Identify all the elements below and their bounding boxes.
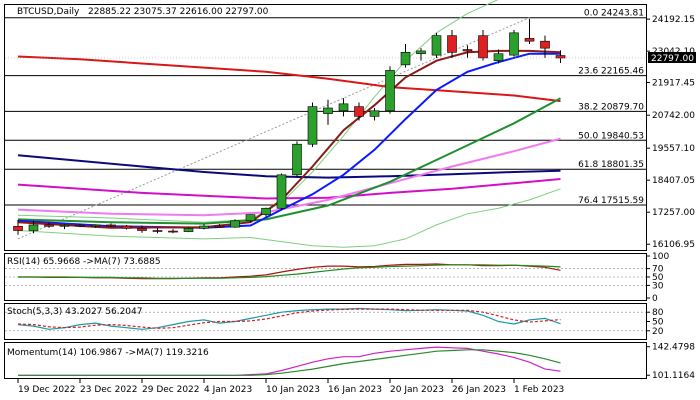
last-price-label: 22797.00 xyxy=(651,54,694,64)
bullish-candle xyxy=(261,207,271,215)
price-ytick-label: 19557.10 xyxy=(652,144,695,154)
fib-level-label: 23.6 22165.46 xyxy=(578,67,644,77)
bearish-candle xyxy=(540,40,550,49)
fib-level-label: 0.0 24243.81 xyxy=(584,9,644,19)
bullish-candle xyxy=(385,70,395,112)
rsi-ytick-label: 100 xyxy=(652,252,669,262)
rsi-title: RSI(14) 65.9668 ->MA(7) 73.6885 xyxy=(7,257,161,267)
momentum-panel: 142.4798 101.1164 xyxy=(18,343,695,381)
bullish-candle xyxy=(28,224,39,231)
bullish-candle xyxy=(509,32,519,56)
momentum-ytick-label: 101.1164 xyxy=(652,371,695,381)
envelope-band-line xyxy=(17,188,561,248)
bullish-candle xyxy=(90,224,101,227)
rsi-series-line xyxy=(18,264,561,279)
rsi-ytick-label: 50 xyxy=(652,273,664,283)
fib-trendline xyxy=(17,17,530,240)
momentum-panel-frame xyxy=(4,342,647,379)
price-ytick-label: 17257.00 xyxy=(652,208,695,218)
x-tick-label: 1 Feb 2023 xyxy=(514,385,564,395)
price-ytick-label: 21917.45 xyxy=(652,78,695,88)
x-tick-label: 16 Jan 2023 xyxy=(328,385,382,395)
bullish-candle xyxy=(400,52,411,66)
bullish-candle xyxy=(323,107,333,114)
bullish-candle xyxy=(416,50,426,55)
moving-average-line xyxy=(17,137,561,217)
bullish-candle xyxy=(307,106,318,145)
x-tick-label: 23 Dec 2022 xyxy=(80,385,138,395)
momentum-series-line xyxy=(18,349,561,376)
fib-level-label: 61.8 18801.35 xyxy=(578,160,644,170)
bearish-candle xyxy=(168,230,178,233)
momentum-ytick-label: 142.4798 xyxy=(652,343,695,353)
bullish-candle xyxy=(59,224,70,227)
stoch-ytick-label: 80 xyxy=(652,308,664,318)
bearish-candle xyxy=(462,49,473,52)
x-tick-label: 10 Jan 2023 xyxy=(266,385,320,395)
fib-level-label: 38.2 20879.70 xyxy=(578,102,644,112)
price-title: BTCUSD,Daily xyxy=(17,7,80,17)
rsi-ytick-label: 70 xyxy=(652,265,664,275)
bearish-candle xyxy=(13,226,23,231)
bearish-candle xyxy=(214,225,225,228)
fib-level-label: 50.0 19840.53 xyxy=(578,131,644,141)
bearish-candle xyxy=(121,225,132,229)
bullish-candle xyxy=(431,35,442,56)
bearish-candle xyxy=(478,35,488,59)
x-tick-label: 20 Jan 2023 xyxy=(390,385,444,395)
rsi-ytick-label: 0 xyxy=(652,294,658,304)
bullish-candle xyxy=(230,220,240,228)
price-panel: 24192.1523042.1021917.4520742.0019557.10… xyxy=(5,0,695,250)
stoch-series-line xyxy=(17,308,561,329)
bullish-candle xyxy=(338,103,349,112)
bullish-candle xyxy=(183,227,194,232)
price-ytick-label: 16106.95 xyxy=(652,240,695,250)
bearish-candle xyxy=(75,224,85,227)
bearish-candle xyxy=(524,38,535,42)
ohlc-header: 22885.22 23075.37 22616.00 22797.00 xyxy=(88,7,269,17)
price-panel-frame xyxy=(4,4,647,251)
x-tick-label: 19 Dec 2022 xyxy=(18,385,76,395)
x-axis: 19 Dec 2022 23 Dec 2022 29 Dec 2022 4 Jan 2… xyxy=(17,379,564,395)
price-ytick-label: 24192.15 xyxy=(652,15,695,25)
bullish-candle xyxy=(199,225,209,229)
bearish-candle xyxy=(137,227,147,231)
bullish-candle xyxy=(369,110,380,117)
bearish-candle xyxy=(106,224,116,227)
x-tick-label: 4 Jan 2023 xyxy=(204,385,252,395)
bullish-candle xyxy=(493,53,504,61)
stoch-ytick-label: 50 xyxy=(652,318,664,328)
price-ytick-label: 18407.05 xyxy=(652,176,695,186)
moving-average-line xyxy=(17,97,561,225)
bearish-candle xyxy=(447,35,457,53)
bearish-candle xyxy=(44,224,54,227)
stoch-ytick-label: 20 xyxy=(652,327,664,337)
x-tick-label: 29 Dec 2022 xyxy=(142,385,200,395)
x-tick-label: 26 Jan 2023 xyxy=(452,385,506,395)
rsi-ytick-label: 30 xyxy=(652,281,664,291)
momentum-title: Momentum(14) 106.9867 ->MA(7) 119.3216 xyxy=(7,348,209,358)
fib-level-label: 76.4 17515.59 xyxy=(578,196,644,206)
bullish-candle xyxy=(292,143,302,176)
bearish-candle xyxy=(152,230,163,232)
stoch-series-line xyxy=(17,307,561,330)
stoch-title: Stoch(5,3,3) 43.2027 56.2047 xyxy=(7,307,142,317)
moving-average-line xyxy=(17,178,561,200)
bullish-candle xyxy=(245,214,256,222)
last-price-tag xyxy=(648,52,696,63)
bearish-candle xyxy=(354,106,364,117)
bullish-candle xyxy=(276,174,287,209)
price-ytick-label: 20742.00 xyxy=(652,111,695,121)
bearish-candle xyxy=(555,55,566,59)
moving-average-line xyxy=(17,55,561,103)
